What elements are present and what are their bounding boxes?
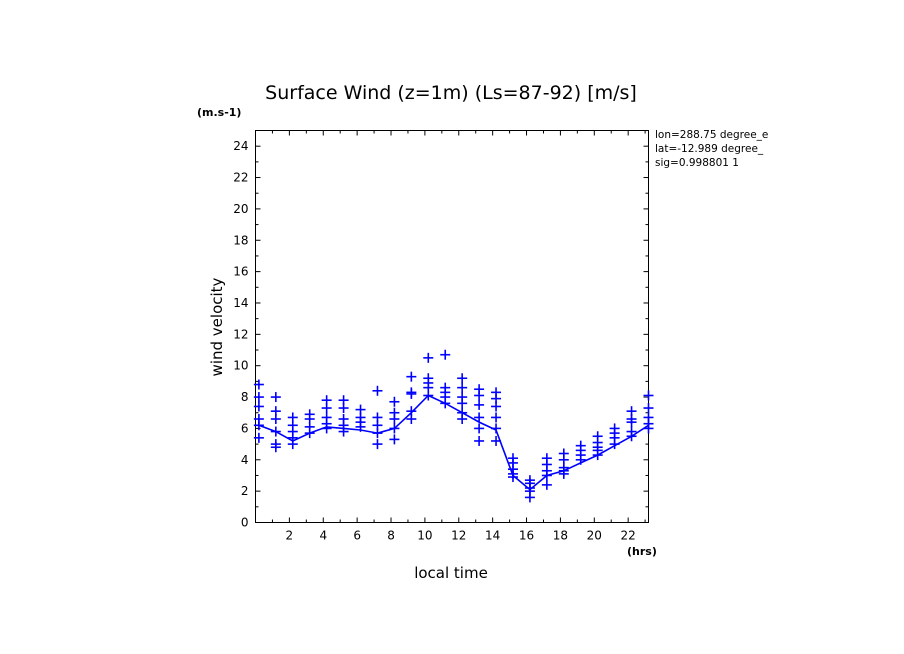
data-marks (253, 349, 654, 503)
wind-sample-point (338, 426, 349, 437)
wind-sample-point (474, 412, 485, 423)
mean-wind-line (258, 394, 649, 491)
wind-sample-point (541, 479, 552, 490)
plot-frame (255, 130, 649, 523)
wind-sample-point (389, 434, 400, 445)
wind-sample-point (491, 423, 502, 434)
wind-sample-point (423, 390, 434, 401)
wind-sample-point (474, 399, 485, 410)
wind-sample-point (643, 390, 654, 401)
wind-sample-point (575, 454, 586, 465)
info-lat: lat=-12.989 degree_ (655, 143, 764, 155)
x-axis-label: local time (414, 564, 488, 582)
y-axis-label: wind velocity (208, 277, 226, 376)
y-tick-label: 10 (233, 359, 248, 373)
wind-sample-point (626, 431, 637, 442)
y-tick-label: 4 (241, 453, 249, 467)
wind-sample-point (372, 439, 383, 450)
x-tick-label: 18 (553, 529, 568, 543)
wind-sample-point (423, 352, 434, 363)
x-tick-label: 8 (387, 529, 395, 543)
wind-sample-point (338, 403, 349, 414)
x-tick-label: 16 (519, 529, 534, 543)
y-tick-label: 20 (233, 202, 248, 216)
chart-title: Surface Wind (z=1m) (Ls=87-92) [m/s] (265, 82, 637, 104)
wind-sample-point (270, 414, 281, 425)
x-tick-label: 6 (353, 529, 361, 543)
wind-sample-point (406, 388, 417, 399)
wind-sample-point (372, 428, 383, 439)
wind-sample-point (592, 450, 603, 461)
y-tick-label: 24 (233, 139, 248, 153)
wind-sample-point (609, 439, 620, 450)
wind-sample-point (253, 401, 264, 412)
wind-sample-point (643, 423, 654, 434)
y-tick-label: 6 (241, 421, 249, 435)
wind-sample-point (491, 401, 502, 412)
y-tick-label: 2 (241, 484, 249, 498)
x-tick-label: 22 (621, 529, 636, 543)
info-sig: sig=0.998801 1 (655, 157, 739, 169)
wind-sample-point (389, 414, 400, 425)
wind-sample-point (253, 392, 264, 403)
x-tick-label: 2 (286, 529, 294, 543)
wind-sample-point (270, 392, 281, 403)
y-tick-label: 22 (233, 171, 248, 185)
wind-sample-point (304, 428, 315, 439)
x-unit-label: (hrs) (627, 545, 657, 558)
x-tick-label: 20 (587, 529, 602, 543)
wind-sample-point (457, 398, 468, 409)
wind-sample-point (474, 390, 485, 401)
wind-sample-point (372, 385, 383, 396)
y-unit-label: (m.s-1) (197, 106, 241, 119)
wind-sample-point (270, 442, 281, 453)
wind-sample-point (253, 420, 264, 431)
wind-sample-point (524, 492, 535, 503)
y-tick-label: 8 (241, 390, 249, 404)
wind-sample-point (457, 414, 468, 425)
wind-sample-point (541, 470, 552, 481)
x-tick-label: 10 (417, 529, 432, 543)
x-tick-label: 14 (485, 529, 500, 543)
wind-sample-point (626, 417, 637, 428)
wind-sample-point (270, 426, 281, 437)
wind-sample-point (491, 435, 502, 446)
y-tick-label: 0 (241, 516, 249, 530)
wind-sample-point (457, 382, 468, 393)
wind-sample-point (406, 371, 417, 382)
wind-sample-point (287, 439, 298, 450)
wind-sample-point (389, 396, 400, 407)
wind-sample-point (457, 373, 468, 384)
x-tick-label: 4 (319, 529, 327, 543)
wind-sample-point (355, 421, 366, 432)
wind-sample-point (253, 379, 264, 390)
wind-sample-point (558, 468, 569, 479)
wind-sample-point (643, 403, 654, 414)
wind-sample-point (321, 423, 332, 434)
wind-sample-point (253, 432, 264, 443)
wind-sample-point (440, 349, 451, 360)
x-tick-label: 12 (451, 529, 466, 543)
y-tick-label: 12 (233, 327, 248, 341)
wind-sample-point (389, 423, 400, 434)
wind-sample-point (440, 398, 451, 409)
wind-sample-point (491, 412, 502, 423)
wind-sample-point (507, 472, 518, 483)
wind-sample-point (406, 414, 417, 425)
y-tick-label: 18 (233, 233, 248, 247)
y-tick-label: 14 (233, 296, 248, 310)
wind-sample-point (321, 403, 332, 414)
wind-sample-point (474, 423, 485, 434)
info-lon: lon=288.75 degree_e (655, 129, 768, 141)
y-tick-label: 16 (233, 265, 248, 279)
wind-sample-point (474, 435, 485, 446)
